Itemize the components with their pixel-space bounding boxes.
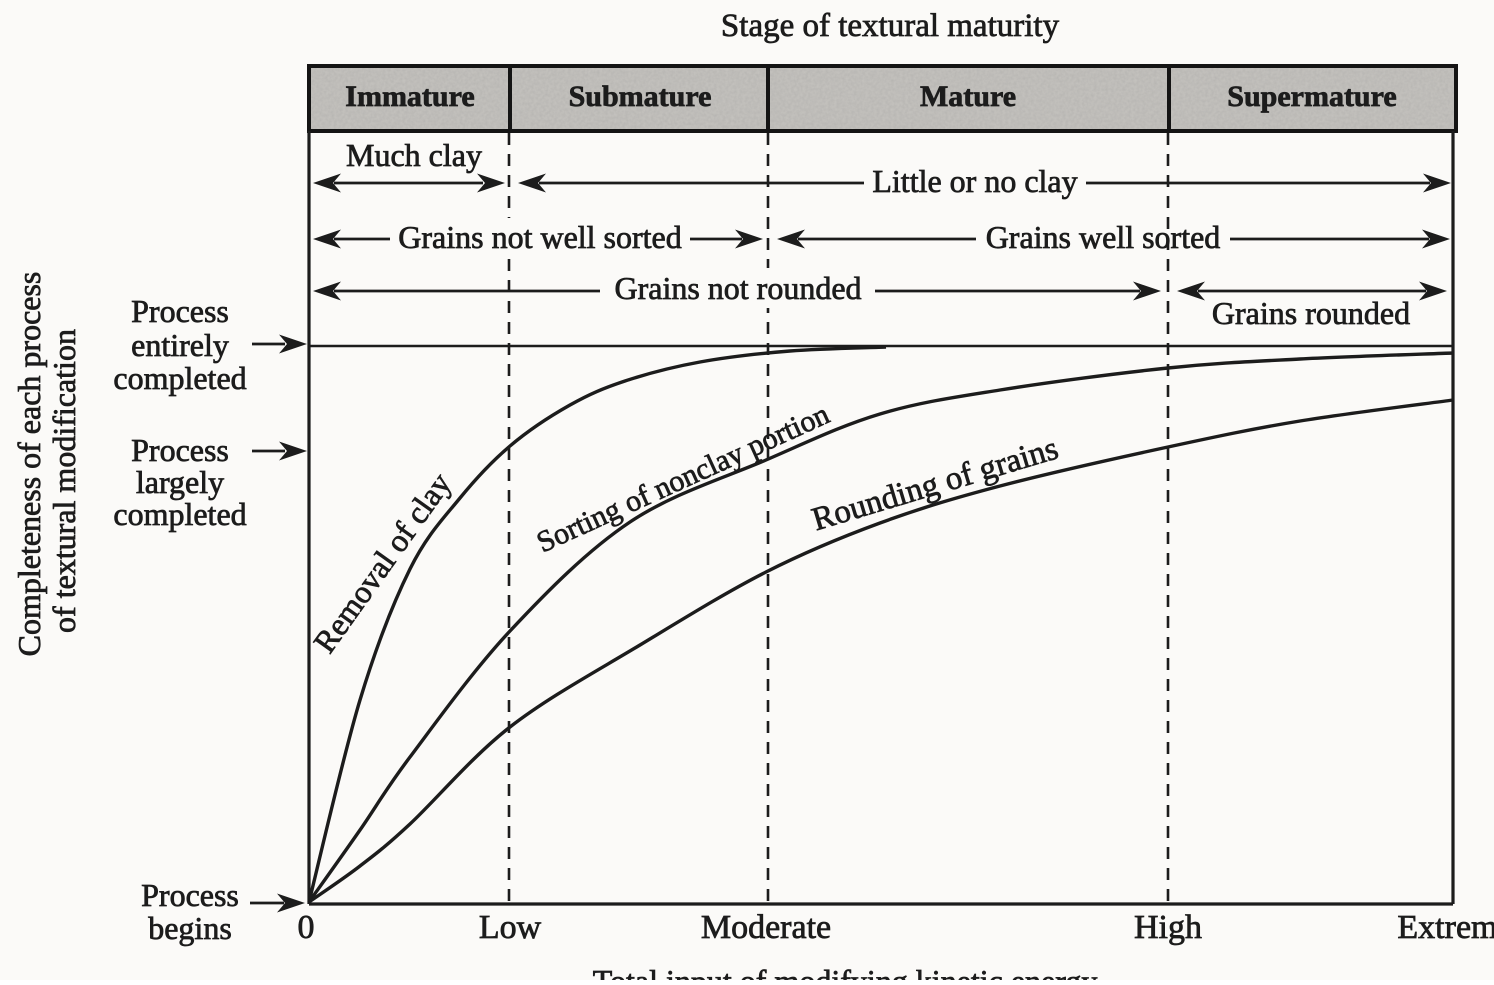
svg-text:Mature: Mature [920, 80, 1016, 113]
svg-text:completed: completed [113, 360, 246, 396]
svg-text:Grains not well sorted: Grains not well sorted [398, 219, 682, 255]
svg-text:Moderate: Moderate [701, 909, 831, 946]
svg-text:Grains not rounded: Grains not rounded [614, 270, 861, 306]
svg-text:completed: completed [113, 496, 246, 532]
svg-text:Grains well sorted: Grains well sorted [986, 219, 1221, 255]
svg-text:largely: largely [136, 464, 224, 500]
svg-text:Supermature: Supermature [1227, 80, 1396, 113]
svg-text:Completeness of each process: Completeness of each process [11, 272, 47, 657]
svg-text:Submature: Submature [569, 80, 712, 113]
svg-text:begins: begins [148, 910, 232, 946]
svg-text:Immature: Immature [345, 80, 474, 113]
svg-text:Little or no clay: Little or no clay [872, 163, 1077, 199]
svg-text:0: 0 [298, 909, 315, 946]
svg-text:Extreme: Extreme [1397, 909, 1494, 946]
svg-text:High: High [1134, 909, 1202, 946]
svg-text:Much clay: Much clay [346, 137, 482, 173]
svg-text:Process: Process [141, 877, 239, 913]
svg-text:Grains rounded: Grains rounded [1212, 295, 1410, 331]
svg-text:Process: Process [131, 432, 229, 468]
svg-text:Stage of textural maturity: Stage of textural maturity [721, 8, 1060, 44]
svg-text:of textural modification: of textural modification [46, 329, 82, 633]
svg-text:Low: Low [479, 909, 542, 946]
svg-text:entirely: entirely [131, 327, 229, 363]
svg-text:Total input of modifying kinet: Total input of modifying kinetic energy [593, 963, 1098, 980]
svg-text:Process: Process [131, 293, 229, 329]
